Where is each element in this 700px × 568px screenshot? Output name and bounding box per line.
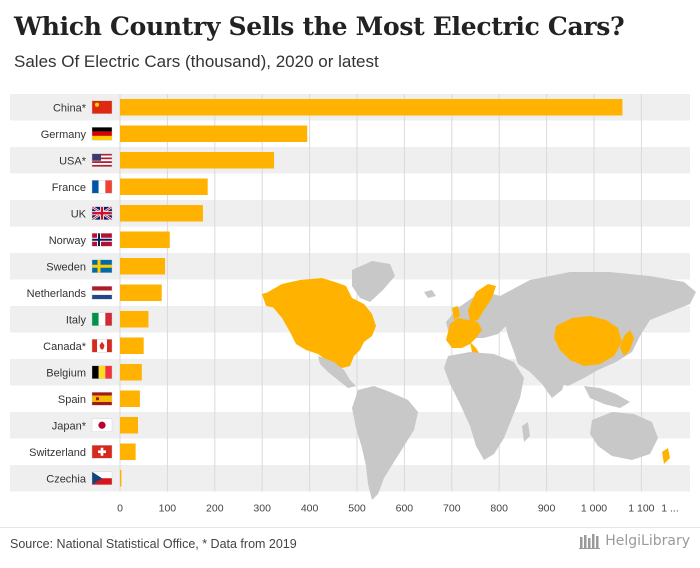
map-uk xyxy=(452,306,460,320)
row-band xyxy=(10,465,690,492)
bar xyxy=(120,311,149,328)
japan-flag-icon xyxy=(91,418,113,432)
bars xyxy=(120,99,623,487)
france-flag-icon xyxy=(91,180,113,194)
bar xyxy=(120,231,170,248)
footer-divider xyxy=(0,527,700,528)
bar xyxy=(120,284,162,301)
bar xyxy=(120,443,136,460)
map-southeast-asia xyxy=(584,386,630,408)
bar xyxy=(120,390,140,407)
bar xyxy=(120,417,139,434)
czechia-flag-icon xyxy=(91,471,113,485)
category-label: Belgium xyxy=(46,367,86,379)
x-tick-label: 300 xyxy=(253,503,271,515)
bar xyxy=(120,178,208,195)
x-tick-label: 0 xyxy=(117,503,123,515)
x-tick-label: 400 xyxy=(301,503,319,515)
brand-logo[interactable]: HelgiLibrary xyxy=(579,533,690,549)
bar-chart: China* Germany USA* France UK Norway Sweden Net… xyxy=(10,94,696,515)
norway-flag-icon xyxy=(91,233,113,247)
x-tick-label: 1 000 xyxy=(581,503,607,515)
category-label: Norway xyxy=(49,235,87,247)
x-tick-label: 200 xyxy=(206,503,224,515)
switzerland-flag-icon xyxy=(91,445,113,459)
map-south-america xyxy=(352,386,418,500)
chart-title: Which Country Sells the Most Electric Ca… xyxy=(14,12,625,41)
category-label: Spain xyxy=(58,394,86,406)
italy-flag-icon xyxy=(91,312,113,326)
source-note: Source: National Statistical Office, * D… xyxy=(10,537,297,551)
bar xyxy=(120,258,166,275)
category-label: Italy xyxy=(66,314,87,326)
bar xyxy=(120,125,308,142)
category-label: UK xyxy=(71,208,87,220)
bar xyxy=(120,205,203,222)
category-label: Switzerland xyxy=(29,447,86,459)
category-label: Japan* xyxy=(52,420,87,432)
x-tick-label: 900 xyxy=(538,503,556,515)
spain-flag-icon xyxy=(91,392,113,406)
map-australia xyxy=(590,412,658,460)
map-madagascar xyxy=(522,422,530,442)
chart-subtitle: Sales Of Electric Cars (thousand), 2020 … xyxy=(14,52,379,71)
library-logo-icon xyxy=(579,534,601,549)
map-western-europe xyxy=(446,318,482,348)
x-tick-label: 800 xyxy=(490,503,508,515)
bar xyxy=(120,364,142,381)
category-label: Sweden xyxy=(46,261,86,273)
map-mexico xyxy=(318,356,356,388)
category-label: Canada* xyxy=(43,341,87,353)
category-label: France xyxy=(52,182,86,194)
map-africa xyxy=(444,352,524,460)
map-china xyxy=(554,316,622,366)
map-iceland xyxy=(424,290,436,298)
category-label: Netherlands xyxy=(27,288,87,300)
x-tick-label: 700 xyxy=(443,503,461,515)
usa-flag-icon xyxy=(91,153,113,167)
flags xyxy=(91,100,113,485)
uk-flag-icon xyxy=(91,205,113,221)
canada-flag-icon xyxy=(91,339,113,353)
brand-name: HelgiLibrary xyxy=(605,533,690,549)
category-labels: China* Germany USA* France UK Norway Sweden Net… xyxy=(27,102,87,485)
category-label: China* xyxy=(53,102,87,114)
bar xyxy=(120,337,144,354)
world-map xyxy=(262,261,696,500)
map-middle-east xyxy=(514,348,568,398)
category-label: Czechia xyxy=(46,473,87,485)
map-japan xyxy=(620,330,634,356)
map-greenland xyxy=(352,261,395,302)
sweden-flag-icon xyxy=(91,259,113,273)
x-tick-label: 500 xyxy=(348,503,366,515)
map-new-zealand xyxy=(662,448,670,464)
belgium-flag-icon xyxy=(91,365,113,379)
category-label: USA* xyxy=(59,155,87,167)
x-tick-label: 1 100 xyxy=(628,503,654,515)
x-axis-ticks: 0 100 200 300 400 500 600 700 800 900 1 000 1 100 1 … xyxy=(117,503,679,515)
map-alaska xyxy=(262,290,282,308)
bar xyxy=(120,99,623,116)
bar xyxy=(120,470,122,487)
category-label: Germany xyxy=(41,129,87,141)
x-tick-label: 1 ... xyxy=(661,503,679,515)
netherlands-flag-icon xyxy=(91,286,113,300)
x-tick-label: 600 xyxy=(396,503,414,515)
map-scandinavia xyxy=(468,284,496,322)
x-tick-label: 100 xyxy=(159,503,177,515)
bar xyxy=(120,152,275,169)
map-north-america xyxy=(268,278,376,368)
germany-flag-icon xyxy=(91,127,113,141)
china-flag-icon xyxy=(91,100,113,114)
